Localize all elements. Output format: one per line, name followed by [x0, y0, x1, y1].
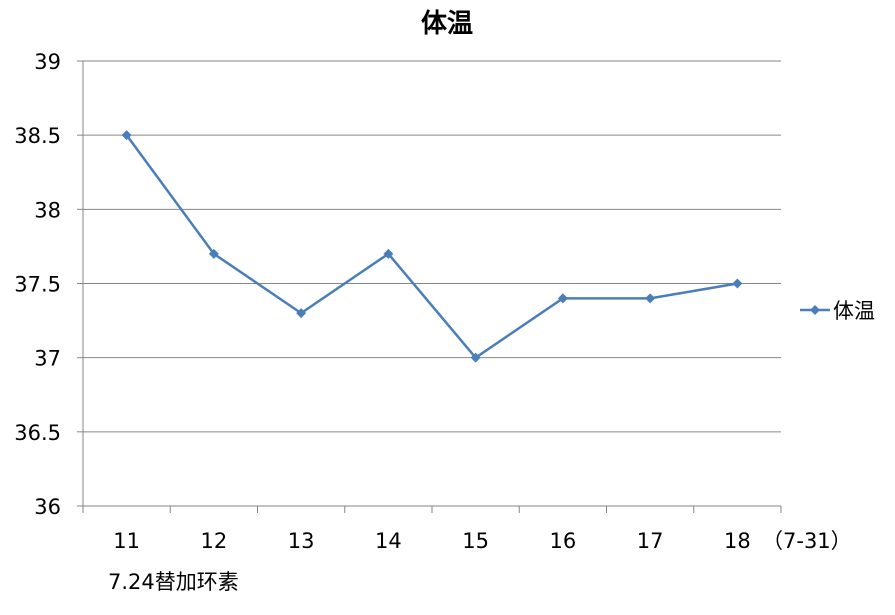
x-tick-label: 14 [375, 529, 402, 553]
y-tick-label: 39 [34, 50, 61, 74]
data-point [557, 293, 568, 304]
grid-lines [83, 60, 781, 507]
x-axis: 11 12 13 14 15 16 17 18 [82, 61, 782, 553]
series-layer [121, 130, 743, 363]
x-tick-label: 16 [550, 529, 577, 553]
legend-marker [810, 305, 820, 315]
data-point [121, 130, 132, 141]
data-point [470, 352, 481, 363]
y-tick-label: 37 [34, 347, 61, 371]
data-point [208, 248, 219, 259]
y-tick-label: 37.5 [14, 273, 61, 297]
data-point [296, 308, 307, 319]
y-tick-label: 36 [34, 495, 61, 519]
x-axis-suffix: （7-31） [762, 529, 852, 553]
series-line [125, 134, 738, 360]
legend-label: 体温 [833, 299, 875, 323]
x-tick-label: 13 [288, 529, 315, 553]
x-tick-label: 15 [462, 529, 489, 553]
data-point [732, 278, 743, 289]
data-point [383, 248, 394, 259]
legend: 体温 [800, 299, 875, 323]
y-tick-label: 38 [34, 198, 61, 222]
x-tick-label: 11 [113, 529, 140, 553]
annotation-note: 7.24替加环素 [108, 570, 239, 594]
data-point [645, 293, 656, 304]
x-tick-label: 18 [724, 529, 751, 553]
y-axis-ticks: 36 36.5 37 37.5 38 38.5 39 [14, 50, 83, 519]
y-tick-label: 36.5 [14, 421, 61, 445]
chart-title: 体温 [421, 9, 473, 39]
x-tick-label: 17 [637, 529, 664, 553]
y-tick-label: 38.5 [14, 124, 61, 148]
x-tick-label: 12 [201, 529, 228, 553]
